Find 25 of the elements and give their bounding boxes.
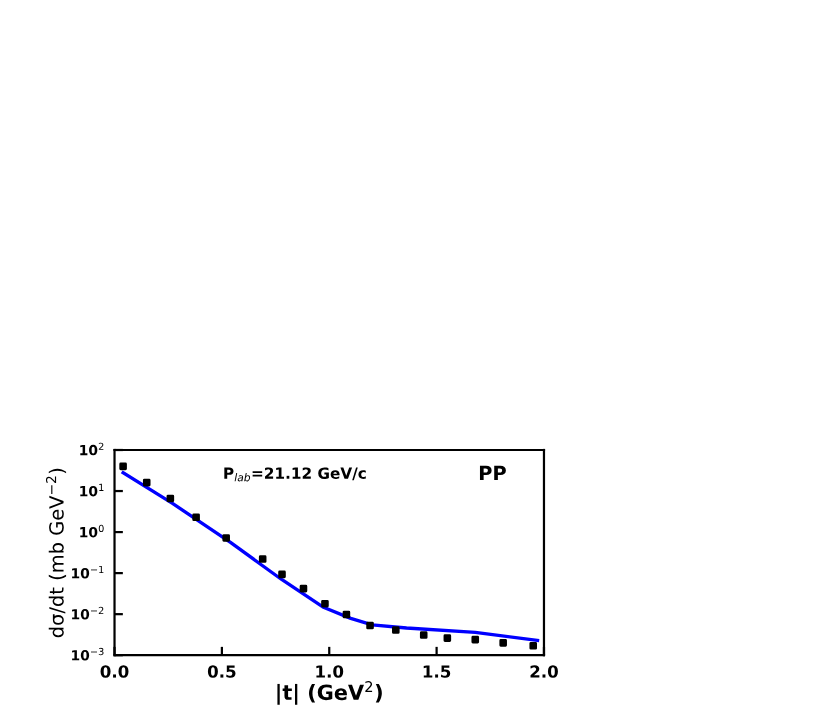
x-axis-title: |t| (GeV$^{2}$): [277, 681, 382, 705]
point: [419, 631, 428, 639]
x-tick-label: 1.0: [316, 665, 344, 678]
point: [258, 555, 267, 563]
point: [321, 599, 329, 608]
point: [471, 635, 480, 644]
point: [119, 462, 127, 471]
point: [192, 513, 200, 522]
point: [392, 626, 400, 634]
x-tick-label: 0.5: [207, 665, 236, 678]
x-tick-label: 0.0: [100, 665, 129, 678]
point: [142, 478, 151, 487]
point: [342, 610, 351, 619]
y-axis-title: dσ/dt (mb GeV$^{−2}$): [45, 468, 67, 638]
point: [529, 641, 538, 650]
point: [366, 621, 374, 630]
point: [499, 639, 507, 647]
point: [299, 584, 308, 593]
point: [443, 634, 452, 642]
point: [222, 534, 230, 542]
point: [166, 494, 175, 503]
x-tick-label: 2.0: [530, 665, 558, 678]
annotation: PP: [479, 465, 506, 480]
point: [278, 570, 286, 579]
x-tick-label: 1.5: [423, 665, 451, 678]
